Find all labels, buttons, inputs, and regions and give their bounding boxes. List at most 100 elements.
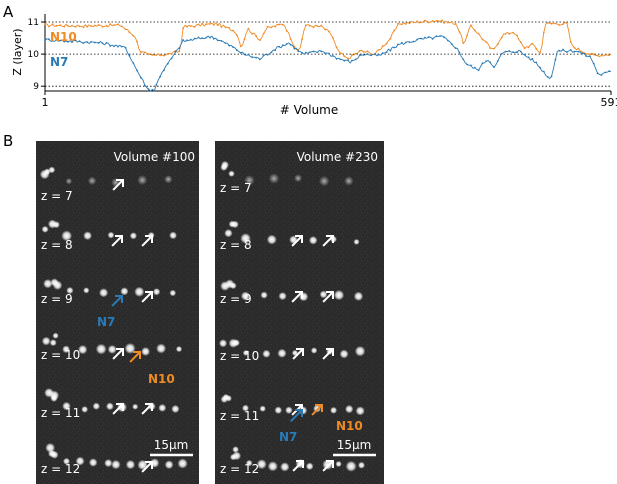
cell-nucleus [244,175,255,186]
series-point [182,27,185,30]
cell-nucleus [232,339,240,347]
series-point [347,59,349,62]
series-line-n7 [44,35,612,92]
series-point [163,69,165,71]
series-point [63,25,66,28]
series-point [59,24,62,26]
series-point [285,30,288,32]
series-point [239,52,242,54]
series-point [270,26,273,29]
series-point [320,50,323,53]
cell-nucleus [224,229,233,238]
series-point [354,58,357,61]
series-point [566,22,568,24]
series-point [592,62,595,65]
series-point [109,45,112,47]
series-point [170,57,173,60]
panel-label-b: B [3,132,13,150]
cell-nucleus [75,456,85,466]
series-point [59,39,62,42]
pointer-arrow [129,351,141,363]
cell-nucleus [120,287,129,296]
series-point [493,66,495,68]
cell-nucleus [294,174,303,183]
series-point [113,24,115,26]
z-label: z = 10 [41,348,80,362]
series-point [266,25,269,28]
series-point [109,23,112,25]
arrow-head [315,404,323,412]
series-point [512,51,514,54]
n7-label: N7 [279,430,297,444]
cell-nucleus [152,288,161,296]
cell-nucleus [260,291,268,299]
arrow-head [115,295,123,303]
series-point [427,36,430,38]
series-point [512,31,514,34]
n7-label: N7 [97,315,115,329]
series-point [458,51,461,54]
series-point [216,24,219,26]
series-point [385,42,388,45]
series-point [608,70,610,73]
series-point [67,25,69,27]
cell-nucleus [266,234,277,245]
series-point [239,45,242,48]
micrograph-volume-230: Volume #230 z = 7 z = 8 z = 9 z = 10 z =… [215,141,384,484]
cell-nucleus [129,232,137,240]
pointer-arrow [141,235,153,247]
cell-nucleus [245,459,253,467]
cell-nucleus [95,343,107,355]
series-point [259,39,261,41]
series-point [393,29,396,32]
series-point [481,62,484,65]
series-point [381,45,384,47]
series-point [182,39,185,41]
series-point [596,54,599,57]
series-point [178,50,181,52]
series-point [55,38,58,41]
series-point [289,43,292,46]
series-point [454,47,457,49]
series-point [523,47,526,50]
series-point [193,26,196,28]
series-point [101,25,104,28]
series-point [86,25,89,28]
cell-nucleus [92,402,101,410]
series-point [447,39,449,42]
series-point [335,58,338,60]
cell-nucleus [305,462,314,471]
cell-nucleus [345,460,357,472]
cell-nucleus [63,457,70,465]
cell-nucleus [44,388,54,398]
arrow-head [296,460,304,468]
series-point [201,22,204,25]
cell-nucleus [353,238,360,245]
series-point [78,40,81,42]
series-point [105,42,108,44]
series-point [496,43,499,46]
cell-nucleus [41,225,49,233]
z-label: z = 9 [41,292,73,306]
series-point [212,23,215,26]
cell-nucleus [259,405,266,412]
series-point [143,51,146,54]
y-tick-label: 11 [28,18,39,28]
n10-label: N10 [336,419,363,433]
series-point [166,62,169,65]
series-point [477,32,480,35]
series-point [450,43,453,45]
cell-nucleus [308,236,318,245]
cell-nucleus [353,291,364,301]
series-point [351,53,353,56]
series-point [216,39,219,42]
series-point [347,57,349,60]
series-point [289,38,292,40]
arrow-head [295,291,303,299]
series-point [604,54,607,56]
series-point [266,53,269,56]
cell-nucleus [49,339,57,347]
series-point [500,53,503,55]
cell-nucleus [232,451,242,461]
